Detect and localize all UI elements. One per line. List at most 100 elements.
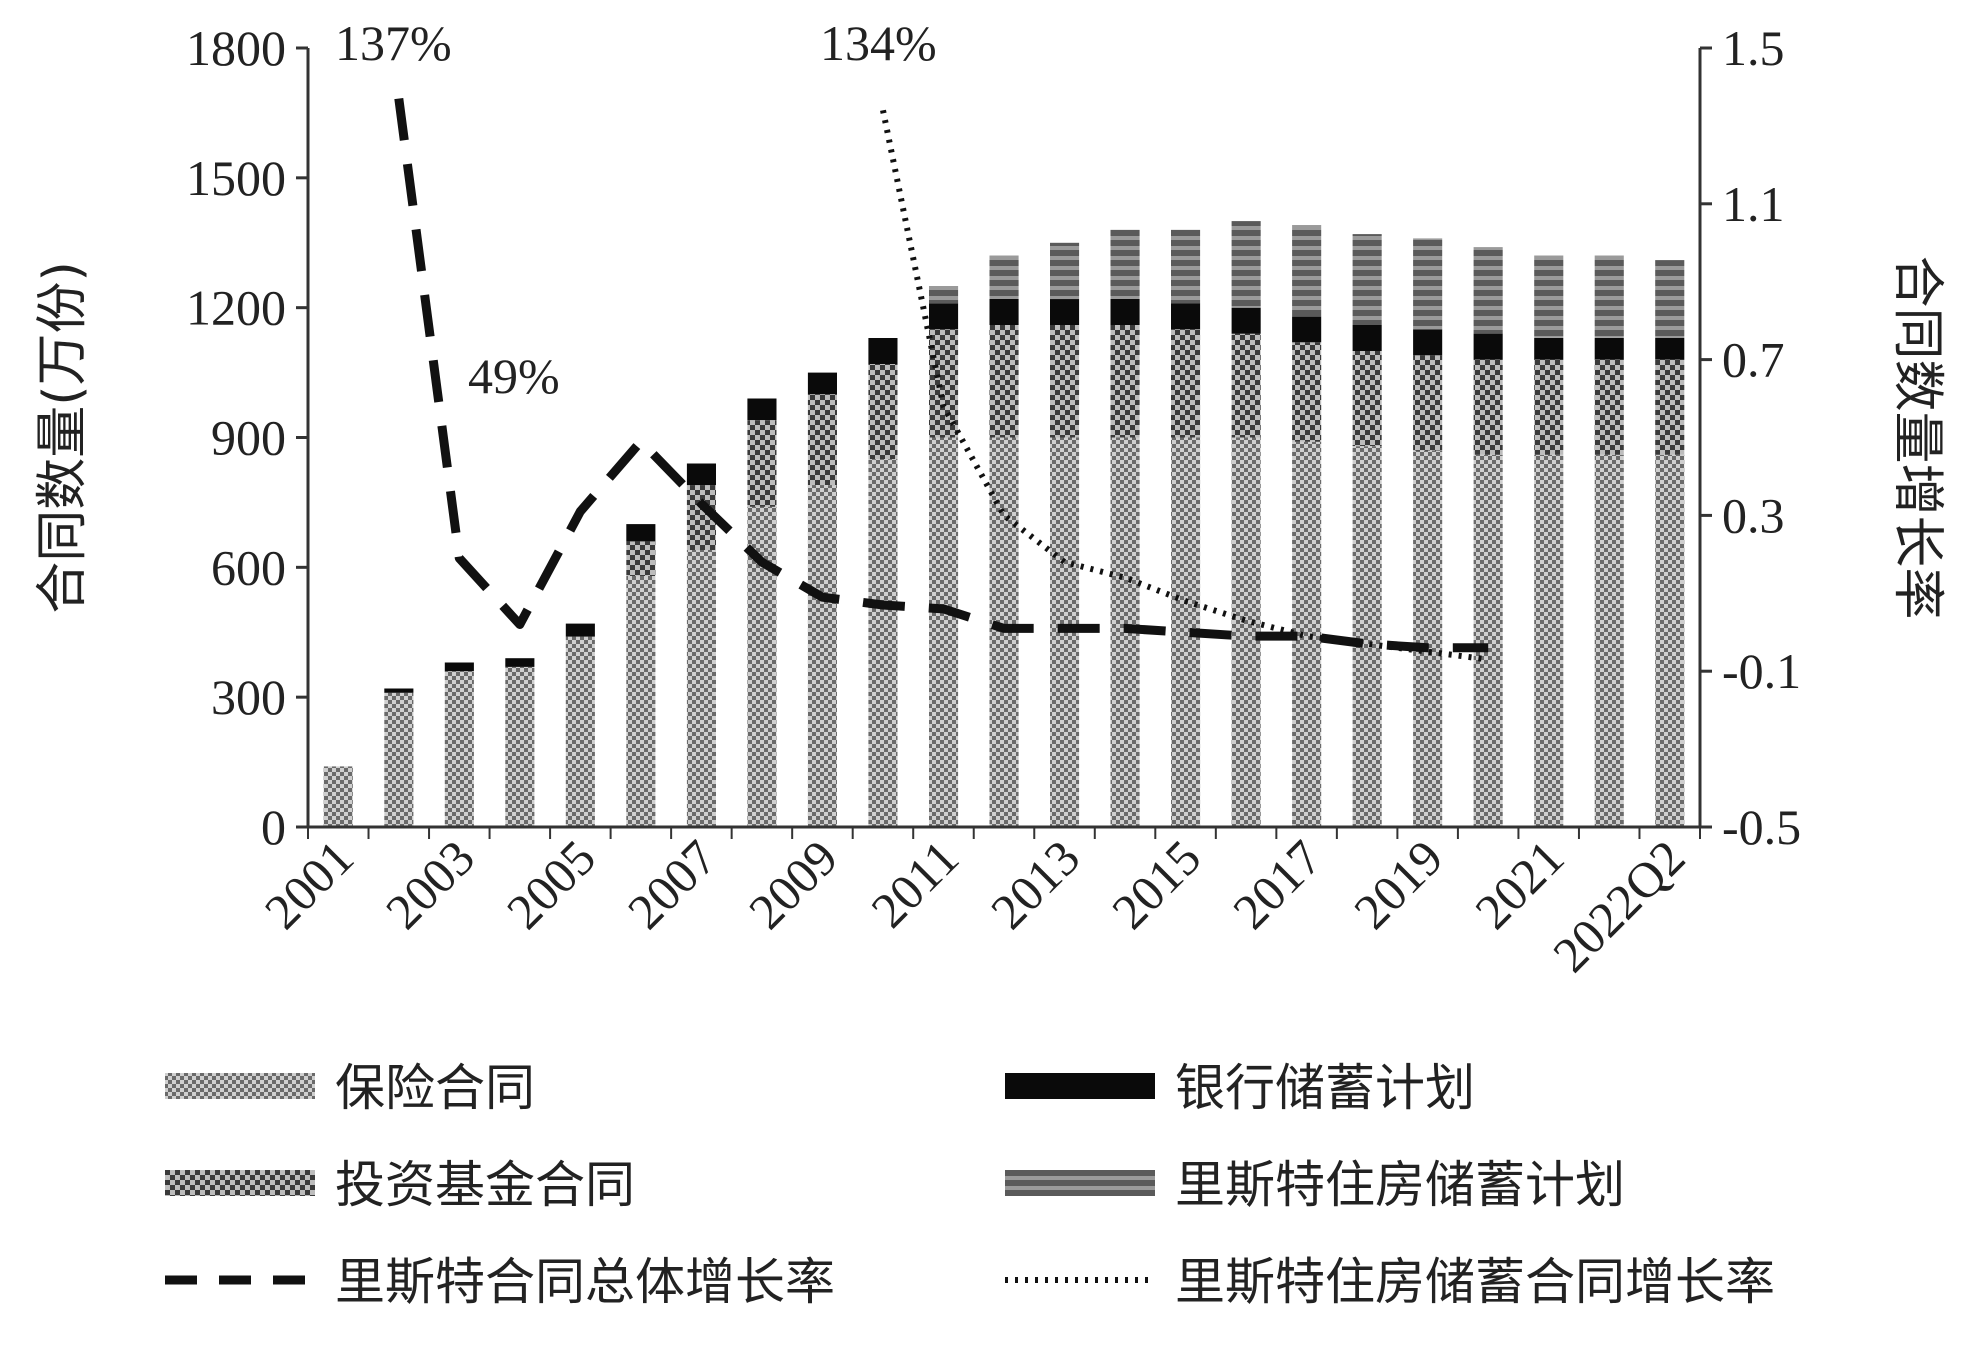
bar-segment xyxy=(807,372,837,395)
y-right-tick-label: 0.3 xyxy=(1722,487,1785,543)
bar-segment xyxy=(686,463,716,486)
x-tick-label: 2009 xyxy=(738,829,848,939)
bar-segment xyxy=(1292,225,1322,317)
x-tick-label: 2017 xyxy=(1222,829,1332,939)
bar-segment xyxy=(626,541,656,576)
bar-segment xyxy=(1110,229,1140,299)
legend-label: 里斯特住房储蓄计划 xyxy=(1175,1156,1625,1214)
bar-segment xyxy=(626,524,656,542)
bar-segment xyxy=(1231,307,1261,334)
bar-segment xyxy=(1171,229,1201,304)
bar-segment xyxy=(1534,359,1564,455)
bar-segment xyxy=(1655,338,1685,360)
bar-segment xyxy=(1050,299,1080,325)
annotation-label: 137% xyxy=(335,15,452,71)
bar-segment xyxy=(1534,255,1564,338)
bar-segment xyxy=(1594,338,1624,360)
bar-segment xyxy=(1594,454,1624,827)
bar-segment xyxy=(868,459,898,827)
line-series xyxy=(880,109,1489,663)
bar-segment xyxy=(989,299,1019,325)
bar-segment xyxy=(1292,342,1322,442)
bar-segment xyxy=(626,576,656,827)
y-left-tick-label: 300 xyxy=(211,669,286,725)
annotations-layer: 137% 49% 134% xyxy=(335,15,937,404)
bar-segment xyxy=(1231,221,1261,308)
bar-segment xyxy=(1171,329,1201,438)
bar-segment xyxy=(505,658,535,667)
y-right-tick-label: 0.7 xyxy=(1722,332,1785,388)
bar-segment xyxy=(565,636,595,827)
y-right-tick-label: -0.1 xyxy=(1722,643,1801,699)
bar-segment xyxy=(1534,454,1564,827)
bar-segment xyxy=(1352,350,1382,447)
annotation-label: 49% xyxy=(468,348,560,404)
y-left-axis-title: 合同数量(万份) xyxy=(33,261,93,614)
x-tick-label: 2011 xyxy=(860,829,969,938)
bar-segment xyxy=(1171,303,1201,330)
y-left-tick-label: 1800 xyxy=(186,20,286,76)
bar-segment xyxy=(1413,450,1443,827)
y-left-tick-label: 1200 xyxy=(186,280,286,336)
y-right-axis-title: 合同数量增长率 xyxy=(1887,255,1947,619)
bar-segment xyxy=(989,255,1019,299)
bar-segment xyxy=(1050,242,1080,300)
bar-segment xyxy=(1352,446,1382,827)
bar-segment xyxy=(323,766,353,827)
bar-segment xyxy=(1110,299,1140,325)
bar-segment xyxy=(747,420,777,507)
legend-label: 里斯特住房储蓄合同增长率 xyxy=(1175,1253,1775,1311)
bar-segment xyxy=(444,671,474,827)
x-tick-label: 2013 xyxy=(980,829,1090,939)
y-right-tick-label: 1.5 xyxy=(1722,20,1785,76)
bar-segment xyxy=(989,325,1019,438)
legend-label: 里斯特合同总体增长率 xyxy=(335,1253,835,1311)
bar-segment xyxy=(1655,260,1685,338)
bar-segment xyxy=(868,363,898,460)
bar-segment xyxy=(1534,338,1564,360)
y-left-tick-label: 1500 xyxy=(186,150,286,206)
bar-segment xyxy=(1413,329,1443,356)
bar-segment xyxy=(1352,234,1382,325)
line-series xyxy=(394,98,1489,653)
bar-segment xyxy=(807,485,837,827)
bar-segment xyxy=(1231,333,1261,438)
x-tick-label: 2022Q2 xyxy=(1542,829,1696,983)
bar-segment xyxy=(807,394,837,486)
bar-segment xyxy=(1413,238,1443,330)
legend-swatch xyxy=(165,1073,315,1099)
bar-segment xyxy=(1473,454,1503,827)
bar-segment xyxy=(929,437,959,827)
x-tick-label: 2005 xyxy=(496,829,606,939)
bar-segment xyxy=(1352,325,1382,351)
legend-swatch xyxy=(1005,1073,1155,1099)
y-left-tick-label: 900 xyxy=(211,410,286,466)
bar-segment xyxy=(929,286,959,304)
bar-segment xyxy=(747,398,777,421)
bars-layer xyxy=(323,221,1685,827)
bar-segment xyxy=(1473,333,1503,360)
x-tick-label: 2021 xyxy=(1464,829,1574,939)
legend-swatch xyxy=(1005,1170,1155,1196)
bar-segment xyxy=(1292,316,1322,343)
annotation-label: 134% xyxy=(820,15,937,71)
bar-segment xyxy=(1473,247,1503,334)
bar-segment xyxy=(1594,359,1624,455)
bar-segment xyxy=(1655,454,1685,827)
bar-segment xyxy=(929,303,959,330)
y-left-tick-label: 0 xyxy=(261,799,286,855)
x-tick-label: 2003 xyxy=(375,829,485,939)
y-right-tick-label: -0.5 xyxy=(1722,799,1801,855)
legend-label: 银行储蓄计划 xyxy=(1175,1059,1475,1117)
bar-segment xyxy=(384,688,414,693)
bar-segment xyxy=(868,338,898,364)
legend-label: 保险合同 xyxy=(335,1059,535,1117)
legend-label: 投资基金合同 xyxy=(335,1156,635,1214)
bar-segment xyxy=(1050,325,1080,438)
bar-segment xyxy=(505,666,535,827)
bar-segment xyxy=(1473,359,1503,455)
y-right-tick-label: 1.1 xyxy=(1722,176,1785,232)
lines-layer xyxy=(394,98,1489,663)
